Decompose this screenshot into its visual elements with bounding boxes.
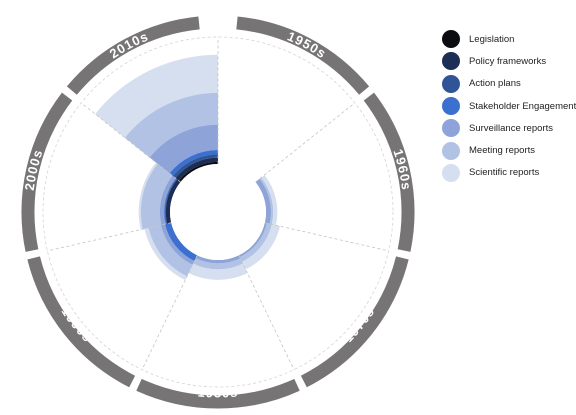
legend-item: Action plans — [442, 73, 576, 95]
sector-2000s-stakeholder-engagement — [164, 178, 177, 224]
sector-1980s-meeting-reports — [193, 258, 243, 270]
sector-2000s-policy-frameworks — [165, 179, 181, 224]
decade-label: 1980s — [197, 384, 239, 400]
legend-item: Legislation — [442, 28, 576, 50]
decade-segment — [21, 92, 73, 252]
sector-divider — [238, 255, 295, 370]
legend-item: Surveillance reports — [442, 117, 576, 139]
legend-label: Surveillance reports — [469, 122, 553, 134]
sector-divider — [264, 222, 389, 252]
legend-label: Action plans — [469, 78, 521, 90]
chart-legend: Legislation Policy frameworks Action plans… — [442, 28, 576, 184]
chart-sectors — [95, 54, 281, 281]
sector-divider — [255, 102, 356, 183]
sector-1970s-meeting-reports — [239, 223, 272, 262]
decade-label: 1950s — [285, 28, 329, 61]
sector-1960s-scientific-reports — [261, 174, 278, 226]
decade-segment — [300, 256, 409, 388]
legend-label: Meeting reports — [469, 145, 536, 157]
sector-1980s-surveillance-reports — [195, 255, 241, 264]
legend-swatch — [442, 97, 460, 116]
decade-segment — [66, 16, 200, 95]
legend-label: Stakeholder Engagement — [469, 100, 576, 112]
legend-swatch — [442, 30, 460, 49]
decade-segment — [136, 378, 300, 409]
sector-2010s-legislation — [178, 161, 218, 183]
chart-grid — [42, 36, 394, 388]
decade-label: 2000s — [22, 147, 46, 191]
decade-segment — [363, 92, 415, 252]
sector-1980s-scientific-reports — [188, 263, 248, 280]
legend-item: Policy frameworks — [442, 50, 576, 72]
legend-item: Scientific reports — [442, 162, 576, 184]
sector-2000s-scientific-reports — [138, 162, 158, 230]
sector-2010s-policy-frameworks — [175, 157, 218, 181]
decade-label: 2010s — [107, 28, 151, 61]
legend-label: Policy frameworks — [469, 55, 547, 67]
sector-1970s-scientific-reports — [241, 224, 281, 270]
sector-divider — [47, 222, 172, 252]
sector-2010s-scientific-reports — [95, 54, 218, 138]
legend-item: Meeting reports — [442, 139, 576, 161]
sector-1960s-meeting-reports — [259, 177, 274, 225]
grid-circle — [42, 36, 394, 388]
legend-swatch — [442, 74, 460, 93]
center-hole — [170, 164, 266, 260]
sector-2010s-meeting-reports — [124, 92, 218, 158]
sector-1960s-surveillance-reports — [255, 178, 272, 224]
sector-divider — [141, 255, 198, 370]
decade-segment — [27, 256, 136, 388]
sector-1990s-surveillance-reports — [160, 224, 195, 265]
sector-2000s-meeting-reports — [140, 163, 173, 230]
legend-swatch — [442, 163, 460, 182]
legend-label: Scientific reports — [469, 167, 540, 179]
sector-1990s-stakeholder-engagement — [165, 222, 198, 261]
legend-swatch — [442, 52, 460, 71]
sector-2010s-stakeholder-engagement — [169, 150, 218, 176]
legend-item: Stakeholder Engagement — [442, 95, 576, 117]
sector-1990s-meeting-reports — [148, 225, 193, 277]
legend-label: Legislation — [469, 33, 515, 45]
sector-divider — [80, 102, 181, 183]
legend-swatch — [442, 141, 460, 160]
decade-label: 1960s — [390, 147, 414, 191]
sector-2000s-action-plans — [164, 178, 178, 224]
legend-swatch — [442, 119, 460, 138]
decade-segment — [236, 16, 370, 95]
sector-2010s-surveillance-reports — [149, 124, 218, 174]
sector-1990s-scientific-reports — [144, 227, 188, 281]
sector-2000s-surveillance-reports — [159, 175, 176, 225]
sector-1970s-surveillance-reports — [238, 222, 267, 258]
sector-2010s-action-plans — [172, 154, 218, 179]
